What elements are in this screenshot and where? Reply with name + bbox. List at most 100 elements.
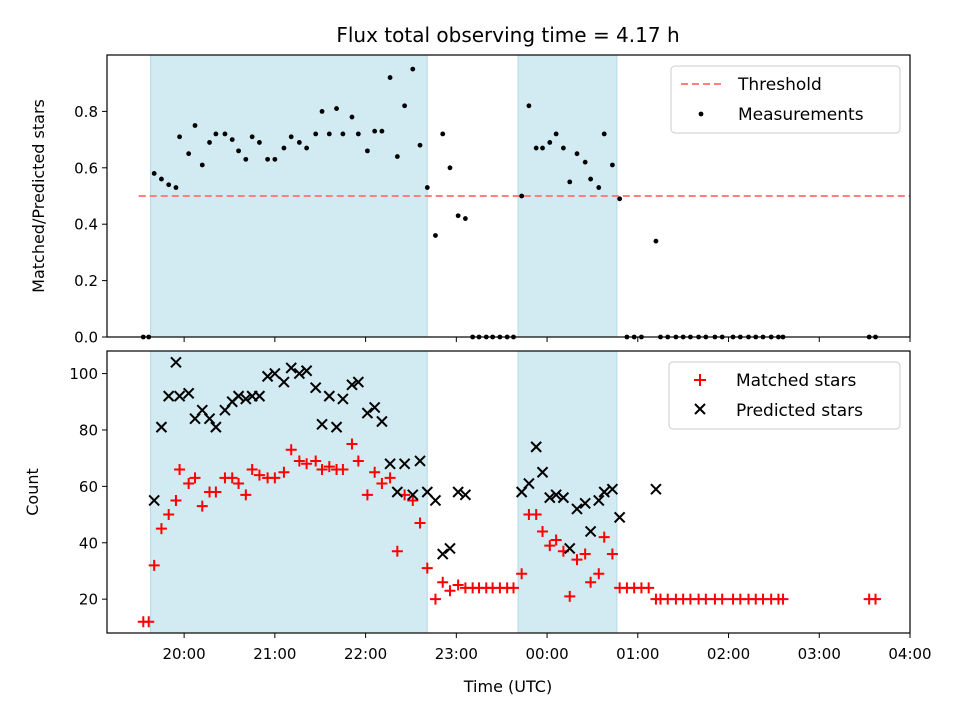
- matched-point: [310, 455, 322, 467]
- data-point: [236, 148, 241, 154]
- plot-frame: [106, 350, 911, 634]
- data-point: [199, 162, 205, 168]
- y-tick-label: 0.2: [74, 272, 98, 290]
- data-point: [582, 159, 588, 165]
- ratio-panel: 0.00.20.40.60.8 Matched/Predicted stars …: [29, 54, 911, 347]
- predicted-point: [170, 356, 182, 368]
- data-point: [166, 182, 172, 188]
- data-point: [372, 128, 378, 134]
- matched-point: [143, 616, 155, 628]
- matched-point: [571, 554, 583, 566]
- data-point: [229, 137, 235, 143]
- matched-point: [391, 545, 403, 557]
- predicted-point: [650, 483, 662, 495]
- predicted-point: [606, 483, 619, 495]
- data-point: [313, 131, 319, 137]
- data-point: [355, 131, 361, 137]
- y-axis-label: Count: [23, 468, 42, 516]
- data-point: [540, 145, 545, 151]
- figure-title: Flux total observing time = 4.17 h: [336, 23, 679, 47]
- matched-point: [269, 472, 281, 484]
- matched-point: [537, 525, 549, 537]
- x-axis-ticks: [183, 337, 911, 342]
- matched-point: [278, 466, 290, 478]
- data-point: [272, 156, 278, 162]
- data-point: [243, 156, 249, 162]
- data-point: [547, 140, 553, 145]
- data-point: [319, 109, 325, 114]
- shaded-intervals: [150, 350, 618, 634]
- predicted-point: [368, 401, 381, 414]
- data-point: [433, 233, 438, 238]
- data-point: [596, 185, 602, 190]
- data-point: [601, 131, 607, 137]
- x-tick-label: 20:00: [163, 645, 206, 663]
- matched-point: [163, 509, 175, 521]
- matched-point: [183, 478, 195, 490]
- matched-point: [414, 517, 426, 529]
- data-point: [609, 162, 615, 168]
- matched-point: [421, 562, 433, 574]
- count-marks: [137, 356, 882, 628]
- shaded-interval-1: [517, 54, 618, 338]
- predicted-point: [361, 407, 374, 419]
- legend-box: [668, 361, 901, 430]
- matched-point: [246, 463, 258, 475]
- matched-point: [293, 455, 305, 467]
- matched-point: [777, 593, 789, 605]
- predicted-point: [330, 421, 343, 433]
- predicted-point: [253, 390, 266, 402]
- predicted-point: [523, 477, 535, 490]
- data-point: [281, 145, 287, 151]
- y-tick-label: 0.4: [74, 216, 98, 234]
- data-point: [186, 151, 192, 157]
- predicted-point: [544, 491, 556, 504]
- data-point: [249, 134, 255, 140]
- x-tick-label: 01:00: [616, 645, 659, 663]
- predicted-point: [162, 390, 175, 402]
- predicted-point: [407, 489, 419, 501]
- x-axis-ticks: 20:00 21:00 22:00 23:00 00:00 01:00 02:00 03:00…: [163, 633, 932, 663]
- shaded-interval-0: [150, 350, 428, 634]
- plot-frame: [106, 54, 911, 338]
- predicted-point: [530, 441, 542, 453]
- matched-point: [643, 582, 655, 594]
- data-point: [533, 145, 539, 151]
- data-point: [463, 216, 468, 221]
- data-point: [213, 131, 219, 137]
- predicted-point: [337, 393, 349, 405]
- matched-point: [564, 590, 576, 602]
- data-point: [588, 176, 594, 182]
- predicted-point: [584, 525, 597, 538]
- predicted-point: [203, 412, 216, 425]
- matched-point: [544, 540, 556, 552]
- predicted-point: [452, 486, 464, 498]
- predicted-point: [391, 486, 404, 498]
- data-point: [402, 103, 408, 109]
- data-point: [424, 185, 430, 190]
- data-point: [560, 145, 566, 151]
- count-panel: 20 40 60 80 100 20:00 21:00 22:00 23:00 00:00 01:…: [23, 350, 932, 663]
- matched-point: [285, 444, 297, 456]
- data-point: [617, 196, 623, 202]
- y-axis-ticks: 20 40 60 80 100: [69, 365, 107, 609]
- matched-point: [598, 531, 610, 543]
- matched-point: [253, 469, 265, 481]
- predicted-point: [429, 494, 442, 507]
- matched-point: [189, 472, 201, 484]
- matched-point: [870, 593, 882, 605]
- y-tick-label: 20: [79, 591, 98, 609]
- x-tick-label: 02:00: [707, 645, 750, 663]
- y-tick-label: 80: [79, 421, 98, 439]
- predicted-point: [285, 362, 297, 374]
- data-point: [340, 131, 346, 137]
- predicted-point: [293, 367, 306, 380]
- predicted-point: [557, 491, 570, 504]
- legend: Matched stars Predicted stars: [668, 361, 901, 430]
- predicted-point: [376, 415, 388, 428]
- matched-point: [337, 463, 349, 475]
- matched-point: [516, 568, 528, 580]
- data-point: [447, 165, 453, 171]
- predicted-point: [352, 376, 365, 388]
- matched-point: [316, 463, 328, 475]
